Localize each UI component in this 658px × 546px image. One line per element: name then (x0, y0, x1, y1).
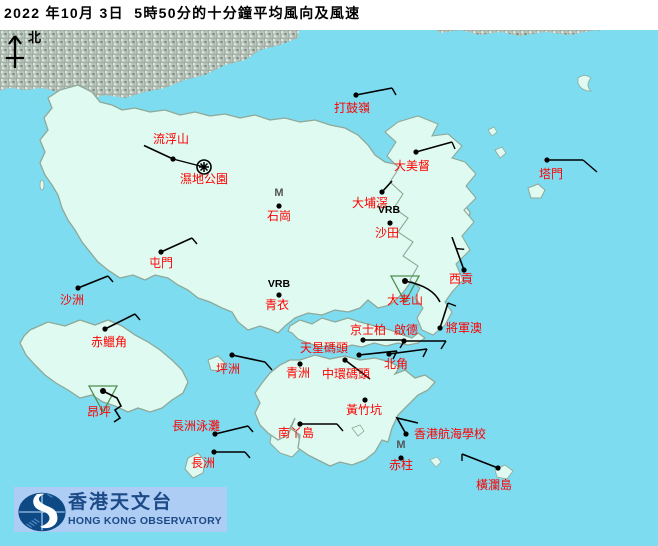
svg-text:橫瀾島: 橫瀾島 (476, 477, 512, 492)
svg-text:北角: 北角 (384, 357, 408, 371)
svg-text:將軍澳: 將軍澳 (446, 320, 482, 335)
svg-text:南丫島: 南丫島 (278, 425, 314, 440)
svg-text:大老山: 大老山 (387, 293, 423, 307)
svg-text:濕地公園: 濕地公園 (180, 172, 228, 186)
svg-text:京士柏: 京士柏 (350, 322, 386, 337)
svg-text:沙田: 沙田 (375, 226, 399, 240)
svg-text:中環碼頭: 中環碼頭 (322, 366, 370, 381)
svg-text:黃竹坑: 黃竹坑 (346, 402, 382, 417)
svg-text:北: 北 (28, 30, 41, 45)
svg-text:VRB: VRB (268, 278, 291, 290)
svg-text:沙洲: 沙洲 (60, 293, 84, 307)
svg-text:昂坪: 昂坪 (87, 405, 111, 419)
svg-text:赤柱: 赤柱 (389, 457, 413, 472)
svg-text:VRB: VRB (378, 204, 401, 216)
svg-text:啟德: 啟德 (394, 322, 418, 337)
svg-text:打鼓嶺: 打鼓嶺 (334, 101, 370, 115)
svg-text:M: M (274, 187, 283, 199)
svg-text:香港航海學校: 香港航海學校 (414, 426, 486, 441)
svg-text:流浮山: 流浮山 (153, 132, 189, 146)
svg-text:青衣: 青衣 (265, 297, 289, 312)
svg-text:大美督: 大美督 (394, 158, 430, 173)
svg-text:石崗: 石崗 (267, 209, 291, 223)
svg-text:屯門: 屯門 (149, 256, 173, 270)
svg-text:青洲: 青洲 (286, 366, 310, 380)
svg-text:M: M (396, 439, 405, 451)
svg-text:坪洲: 坪洲 (216, 362, 240, 376)
svg-text:長洲: 長洲 (191, 456, 215, 470)
svg-text:塔門: 塔門 (539, 167, 563, 181)
svg-text:天星碼頭: 天星碼頭 (300, 341, 348, 355)
svg-text:赤鱲角: 赤鱲角 (91, 335, 127, 349)
svg-text:西貢: 西貢 (449, 272, 473, 286)
svg-text:長洲泳灘: 長洲泳灘 (172, 419, 220, 433)
